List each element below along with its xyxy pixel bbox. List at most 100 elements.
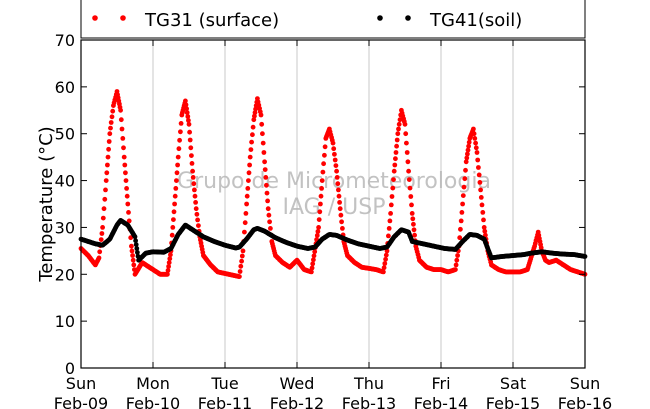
data-point: [258, 112, 264, 118]
data-point: [411, 221, 416, 227]
data-point: [118, 117, 124, 123]
data-point: [119, 126, 125, 132]
y-tick-label: 20: [55, 265, 75, 284]
data-point: [262, 159, 267, 165]
data-point: [336, 187, 341, 193]
data-point: [165, 271, 170, 277]
data-point: [483, 232, 488, 238]
data-point: [106, 146, 111, 152]
data-point: [193, 200, 199, 205]
series-soil: [78, 218, 588, 263]
y-tick-label: 60: [55, 78, 75, 97]
data-point: [237, 274, 242, 279]
data-point: [396, 121, 402, 127]
data-point: [388, 202, 394, 208]
series-surface: [78, 89, 588, 279]
data-point: [128, 235, 134, 241]
y-tick-label: 10: [55, 312, 75, 331]
data-point: [460, 193, 466, 199]
data-point: [315, 229, 321, 234]
data-point: [248, 147, 254, 153]
data-point: [97, 249, 103, 255]
data-point: [239, 253, 245, 259]
x-tick-label-date: Feb-14: [414, 394, 468, 409]
data-point: [178, 121, 184, 126]
legend-frame: [80, 0, 586, 39]
data-point: [394, 137, 400, 143]
x-tick-label-day: Thu: [353, 374, 384, 393]
data-point: [465, 151, 470, 157]
data-point: [337, 206, 343, 212]
data-point: [471, 126, 476, 132]
data-point: [191, 181, 197, 187]
data-point: [184, 106, 190, 112]
grid: [152, 40, 514, 368]
data-point: [476, 172, 482, 178]
data-point: [322, 144, 328, 150]
data-point: [259, 121, 265, 127]
x-tick-label-day: Fri: [431, 374, 450, 393]
x-tick-label-day: Sun: [570, 374, 600, 393]
data-point: [404, 150, 410, 155]
data-point: [172, 201, 178, 207]
data-point: [183, 98, 188, 104]
data-point: [130, 257, 136, 263]
x-tick-label-day: Sun: [66, 374, 96, 393]
data-point: [482, 228, 488, 234]
data-point: [403, 131, 409, 137]
data-point: [121, 154, 127, 160]
data-point: [246, 178, 251, 184]
data-point: [187, 129, 193, 135]
data-point: [195, 217, 201, 223]
data-point: [247, 162, 253, 168]
data-point: [260, 140, 266, 146]
data-point: [176, 146, 182, 152]
legend-label: TG31 (surface): [144, 10, 279, 31]
data-point: [472, 136, 478, 141]
data-point: [247, 154, 253, 160]
data-point: [390, 185, 396, 191]
data-point: [412, 232, 417, 238]
data-point: [309, 265, 315, 271]
data-point: [383, 256, 388, 262]
data-point: [309, 269, 314, 275]
data-point: [105, 162, 110, 168]
data-point: [319, 178, 325, 184]
data-point: [396, 126, 401, 132]
data-point: [409, 211, 415, 216]
watermark-line-1: Grupo de Micrometeorologia: [177, 169, 491, 194]
legend-marker: [92, 15, 98, 21]
data-point: [133, 242, 139, 248]
data-point: [310, 261, 316, 267]
data-point: [251, 117, 257, 123]
data-point: [132, 234, 138, 240]
data-point: [462, 176, 468, 182]
data-point: [99, 231, 105, 236]
data-point: [471, 131, 477, 137]
data-point: [406, 168, 411, 174]
data-point: [397, 117, 403, 123]
data-point: [314, 233, 320, 238]
data-point: [455, 253, 460, 258]
data-point: [166, 264, 172, 269]
data-point: [250, 132, 255, 138]
y-tick-label: 70: [55, 31, 75, 50]
data-point: [105, 154, 111, 160]
data-point: [395, 131, 401, 137]
data-point: [183, 102, 189, 108]
data-point: [392, 162, 398, 168]
data-point: [104, 170, 110, 176]
data-point: [131, 262, 137, 268]
data-point: [340, 226, 345, 231]
data-point: [175, 154, 181, 160]
data-point: [100, 215, 106, 221]
data-point: [322, 152, 327, 158]
data-point: [458, 218, 464, 224]
x-tick-label-date: Feb-13: [342, 394, 396, 409]
data-point: [237, 269, 243, 274]
data-point: [178, 129, 183, 135]
data-point: [463, 159, 469, 165]
data-point: [481, 217, 486, 223]
data-point: [170, 225, 176, 230]
data-point: [103, 187, 108, 193]
